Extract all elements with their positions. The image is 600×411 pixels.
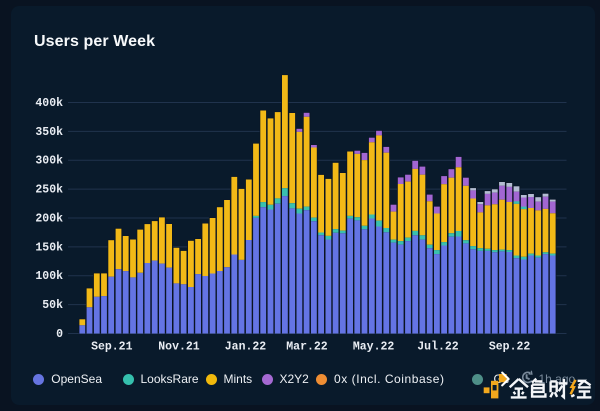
svg-text:400k: 400k	[35, 97, 63, 110]
svg-text:Sep.21: Sep.21	[91, 340, 133, 353]
svg-text:200k: 200k	[35, 212, 63, 225]
svg-text:250k: 250k	[35, 184, 63, 197]
svg-text:350k: 350k	[35, 126, 63, 139]
svg-text:Mar.22: Mar.22	[286, 340, 328, 353]
svg-text:150k: 150k	[35, 241, 63, 254]
svg-text:Nov.21: Nov.21	[158, 340, 200, 353]
svg-text:100k: 100k	[35, 270, 63, 283]
svg-text:Jan.22: Jan.22	[225, 340, 267, 353]
svg-text:50k: 50k	[42, 299, 63, 312]
svg-text:0: 0	[56, 328, 63, 341]
svg-text:May.22: May.22	[353, 340, 395, 353]
svg-text:Sep.22: Sep.22	[489, 340, 531, 353]
svg-text:Jul.22: Jul.22	[417, 340, 459, 353]
svg-text:300k: 300k	[35, 155, 63, 168]
